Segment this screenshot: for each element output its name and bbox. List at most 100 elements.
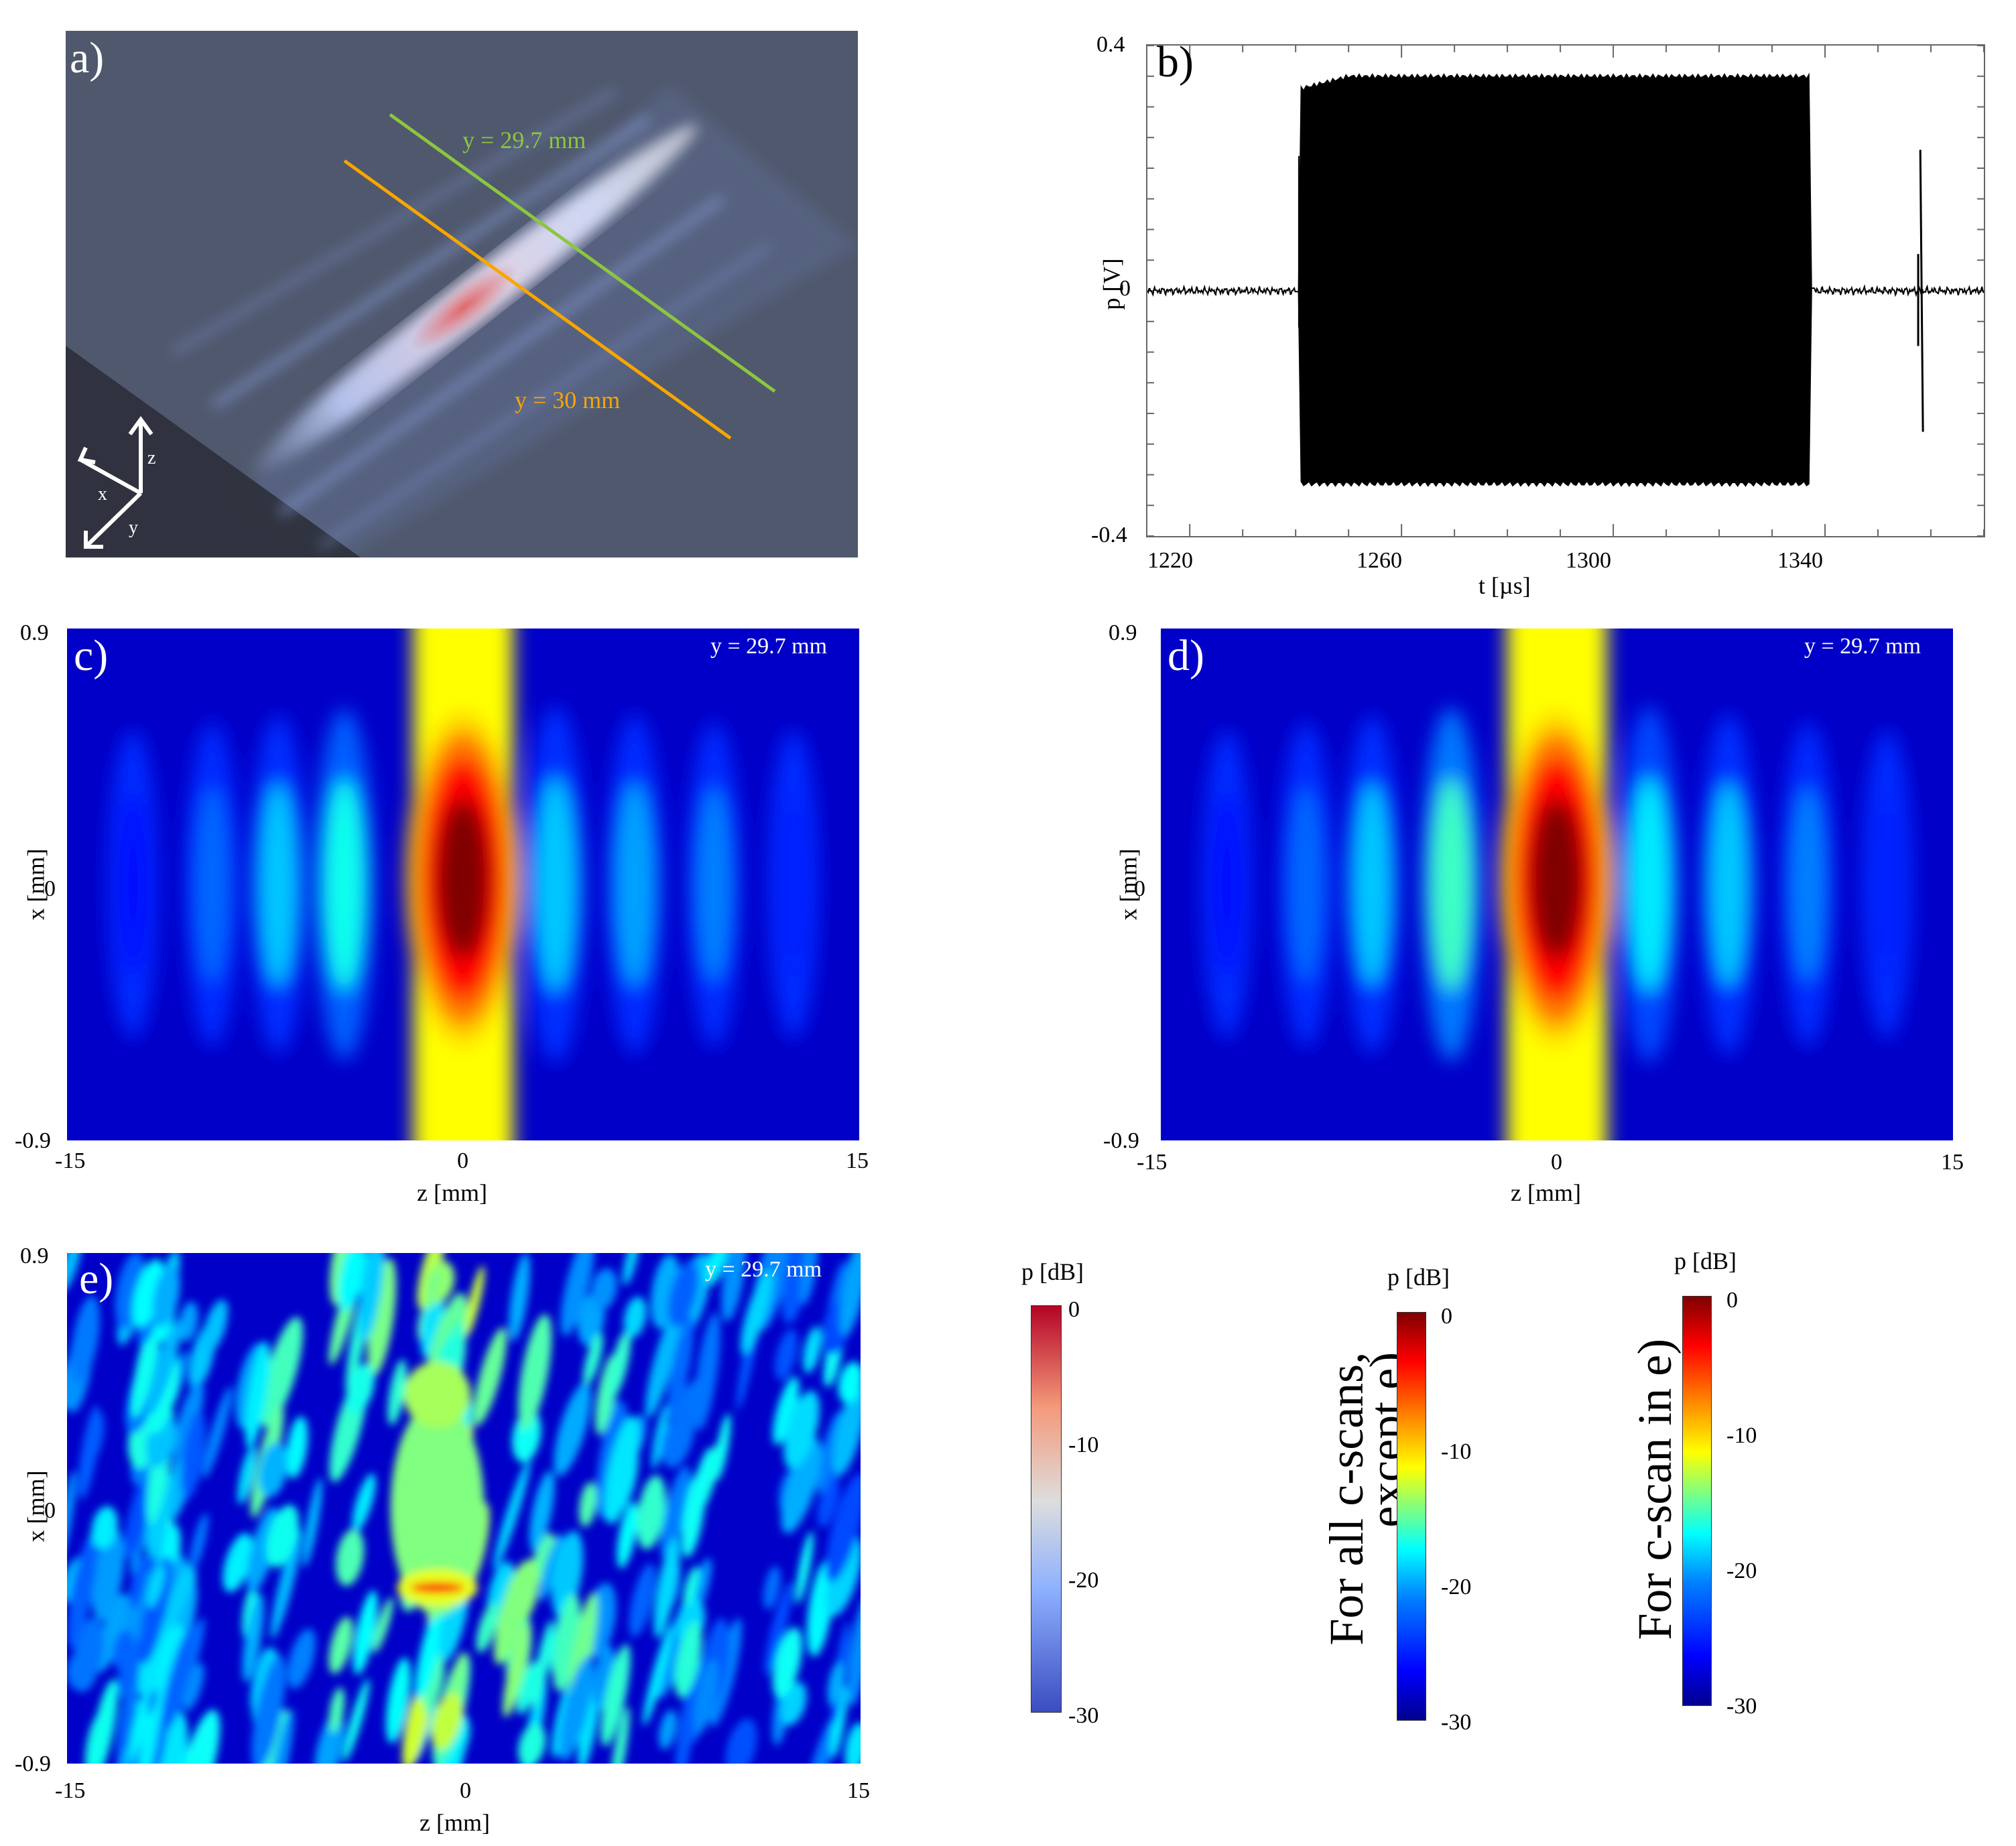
b-xlabel: t [µs] [1478, 572, 1531, 599]
speckle [113, 1630, 135, 1671]
label-orange: y = 30 mm [515, 387, 621, 413]
cbar2-tick-20: -20 [1441, 1575, 1472, 1599]
d-ylabel: x [mm] [1115, 848, 1142, 921]
panel-e-letter: e) [79, 1254, 114, 1303]
speckle [287, 1628, 316, 1689]
speckle [202, 1386, 233, 1479]
panel-c-map [67, 629, 859, 1140]
speckle [838, 1362, 861, 1404]
speckle [675, 1676, 697, 1764]
speckle [129, 1558, 147, 1609]
speckle [828, 1661, 844, 1706]
speckle [387, 1359, 407, 1426]
speckle [181, 1410, 206, 1500]
side-lobe-core [324, 779, 365, 990]
e-ylabel: x [mm] [22, 1470, 50, 1542]
speckle [202, 1299, 229, 1354]
speckle [245, 1341, 270, 1449]
heatmap-d [1161, 629, 1953, 1140]
speckle [653, 1536, 680, 1639]
waveform-plot [1147, 46, 1984, 536]
speckle [258, 1442, 288, 1498]
burst-signal [1298, 72, 1812, 487]
speckle [591, 1268, 617, 1310]
speckle [96, 1593, 128, 1672]
side-lobe-core [1210, 792, 1243, 977]
d-ytick-mid: 0 [1134, 876, 1145, 901]
speckle [803, 1326, 822, 1374]
speckle [415, 1592, 448, 1701]
speckle [694, 1312, 720, 1431]
speckle [430, 1693, 463, 1750]
panel-c-note: y = 29.7 mm [710, 634, 828, 659]
speckle [609, 1706, 630, 1764]
speckle [266, 1504, 299, 1568]
cbar1-tick-20: -20 [1068, 1568, 1099, 1593]
cbar2-tick-0: 0 [1441, 1304, 1452, 1329]
speckle [314, 1712, 344, 1764]
speckle [179, 1301, 198, 1342]
speckle [802, 1711, 839, 1764]
speckle [617, 1502, 638, 1569]
heatmap-content [1201, 629, 1913, 1140]
speckle [721, 1253, 747, 1322]
speckle [424, 1654, 445, 1713]
e-xtick-mid: 0 [460, 1778, 471, 1803]
speckle [132, 1258, 164, 1328]
speckle [89, 1679, 118, 1764]
panel-b-letter: b) [1157, 38, 1194, 86]
c-ytick-bot: -0.9 [15, 1128, 51, 1153]
axis-triad-icon [77, 415, 153, 549]
c-xtick-mid: 0 [457, 1148, 468, 1173]
peak-spot [410, 1582, 464, 1593]
speckle [651, 1404, 669, 1469]
speckle [559, 1656, 594, 1762]
speckle [138, 1674, 164, 1764]
cbar3-title: p [dB] [1674, 1248, 1737, 1274]
panel-e: e) y = 29.7 mm 0.9 0 -0.9 -15 0 15 z [mm… [0, 1240, 938, 1846]
speckle [643, 1625, 673, 1726]
speckle [772, 1376, 800, 1445]
speckle [367, 1258, 397, 1376]
side-lobe-core [117, 792, 149, 977]
speckle [67, 1532, 98, 1648]
speckle [783, 1390, 820, 1469]
speckle [152, 1264, 180, 1327]
speckle [560, 1253, 595, 1336]
speckle [237, 1445, 257, 1505]
panel-a: a) y = 29.7 mm y = 30 mm z x y [66, 31, 858, 557]
speckle [763, 1566, 781, 1609]
side-lobe-core [194, 787, 231, 982]
speckle [781, 1438, 822, 1534]
speckle [464, 1265, 485, 1338]
speckle [725, 1718, 757, 1764]
speckle [286, 1416, 308, 1479]
speckle [260, 1317, 304, 1428]
side-lobe-core [534, 777, 577, 992]
speckle [517, 1314, 552, 1431]
cbar1-bar [1031, 1305, 1062, 1713]
central-hotspot [403, 1361, 471, 1429]
side-lobe-core [615, 782, 654, 987]
cbar3-tick-0: 0 [1726, 1288, 1738, 1313]
axis-x-label: x [98, 484, 107, 505]
speckle [637, 1475, 666, 1550]
speckle [359, 1253, 385, 1343]
speckle [604, 1416, 640, 1524]
speckle [302, 1477, 322, 1568]
side-lobe-core [1628, 777, 1671, 992]
e-ytick-top: 0.9 [20, 1244, 49, 1268]
speckle [682, 1471, 706, 1558]
speckle [145, 1469, 172, 1558]
speckle [509, 1253, 530, 1342]
speckle [554, 1382, 591, 1476]
cbar2-tick-30: -30 [1441, 1710, 1472, 1735]
cbar2-bar [1397, 1312, 1426, 1721]
colorbar-2: For all c-scans, except e) p [dB] 0 -10 … [1247, 1246, 1501, 1756]
panel-a-image [66, 84, 858, 557]
speckle [160, 1625, 195, 1735]
speckle [660, 1465, 691, 1559]
colorbar-1: p [dB] 0 -10 -20 -30 [1005, 1246, 1153, 1742]
speckle [270, 1528, 302, 1639]
speckle [517, 1661, 540, 1715]
